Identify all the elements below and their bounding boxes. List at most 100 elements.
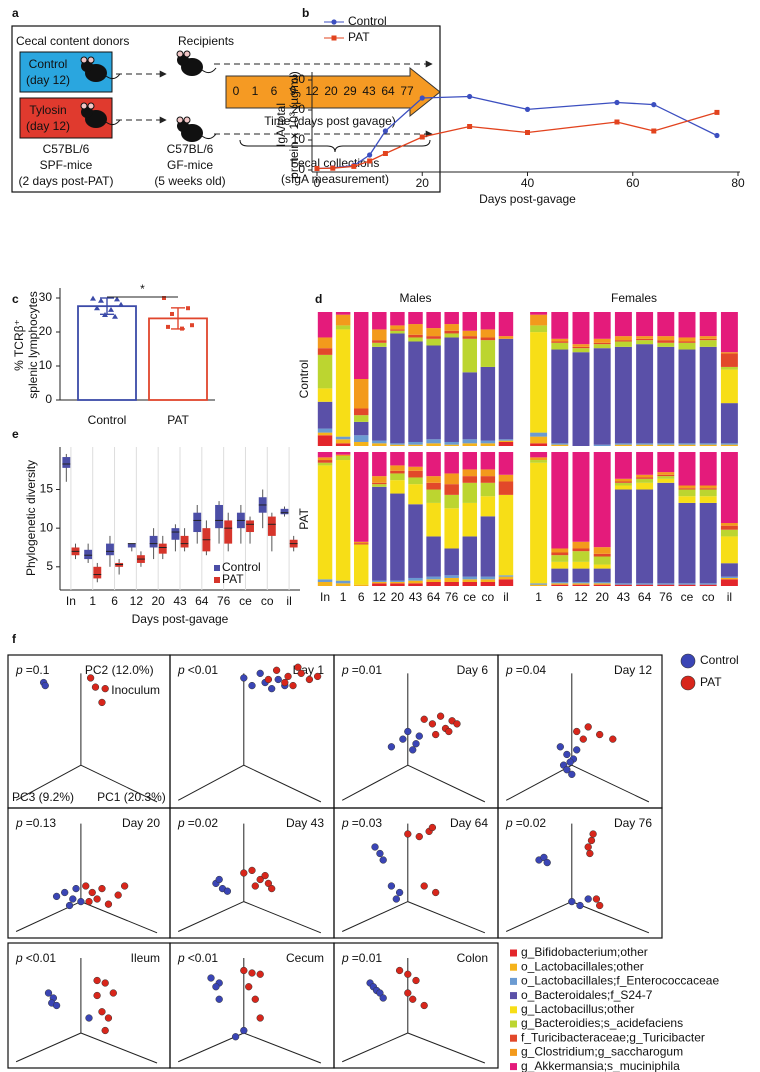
pc-axis bbox=[243, 1032, 322, 1064]
row-label: PAT bbox=[297, 508, 311, 530]
bar-segment bbox=[390, 329, 405, 331]
bar-segment bbox=[353, 379, 369, 409]
bar-segment bbox=[408, 452, 423, 467]
bar-segment bbox=[614, 336, 632, 341]
point bbox=[85, 897, 93, 906]
legend-label: PAT bbox=[700, 675, 722, 689]
bar-segment bbox=[408, 577, 423, 581]
bar-segment bbox=[480, 576, 496, 580]
bar-segment bbox=[408, 341, 423, 442]
point bbox=[436, 712, 445, 720]
y-tick-label: 20 bbox=[292, 102, 306, 116]
point bbox=[367, 158, 373, 164]
point bbox=[86, 674, 95, 682]
point bbox=[525, 130, 530, 135]
bar-segment bbox=[593, 564, 611, 569]
axis-label: PC3 (9.2%) bbox=[12, 790, 74, 804]
bar-segment bbox=[390, 583, 405, 586]
point bbox=[101, 685, 109, 693]
point bbox=[614, 99, 620, 106]
bar-segment bbox=[426, 579, 441, 582]
bar-segment bbox=[390, 452, 405, 466]
point bbox=[556, 743, 564, 751]
bar-segment bbox=[390, 312, 405, 326]
x-tick-label: co bbox=[261, 594, 274, 608]
point bbox=[44, 989, 53, 997]
bar-segment bbox=[657, 474, 675, 477]
point bbox=[566, 758, 574, 766]
point bbox=[404, 727, 412, 736]
p-symbol: p bbox=[341, 816, 349, 830]
bar-segment bbox=[551, 452, 569, 549]
point bbox=[543, 858, 551, 867]
mouse-icon bbox=[80, 56, 121, 82]
bar-segment bbox=[335, 325, 351, 330]
bar-segment bbox=[426, 328, 441, 337]
bar-segment bbox=[498, 474, 514, 482]
p-value: p <0.01 bbox=[177, 663, 218, 677]
bar-segment bbox=[462, 330, 478, 337]
bar-segment bbox=[657, 583, 675, 585]
bar-segment bbox=[480, 452, 496, 470]
bar-segment bbox=[480, 496, 496, 517]
point bbox=[289, 681, 297, 690]
point bbox=[69, 895, 77, 903]
bar-segment bbox=[593, 338, 611, 343]
bar-segment bbox=[636, 489, 654, 584]
p-number: =0.01 bbox=[352, 951, 383, 965]
point bbox=[524, 106, 531, 112]
legend-swatch bbox=[214, 577, 220, 583]
bar-segment bbox=[636, 584, 654, 586]
p-value: p =0.04 bbox=[505, 663, 546, 677]
x-tick-label: 1 bbox=[535, 590, 542, 604]
point bbox=[268, 884, 276, 893]
x-tick-label: 76 bbox=[659, 590, 673, 604]
bar-segment bbox=[444, 312, 459, 325]
point bbox=[592, 895, 601, 903]
bar-segment bbox=[572, 581, 590, 584]
point bbox=[248, 681, 256, 690]
bar-segment bbox=[462, 452, 478, 470]
point bbox=[382, 151, 388, 156]
bar-segment bbox=[317, 312, 333, 338]
bar-segment bbox=[335, 452, 351, 455]
point bbox=[94, 305, 100, 311]
bar-segment bbox=[699, 312, 717, 337]
significance-label: * bbox=[140, 282, 145, 296]
point bbox=[256, 970, 264, 978]
bar-segment bbox=[353, 584, 369, 586]
bar-segment bbox=[551, 583, 569, 585]
bar-segment bbox=[335, 312, 351, 315]
point bbox=[98, 1008, 106, 1016]
bar-segment bbox=[699, 452, 717, 486]
p-value: p =0.1 bbox=[15, 663, 50, 677]
bar-segment bbox=[444, 577, 459, 582]
timeline-day: 9 bbox=[290, 84, 297, 98]
bar-segment bbox=[614, 485, 632, 490]
row-label: Control bbox=[297, 360, 311, 399]
x-tick-label: 20 bbox=[416, 176, 430, 190]
bar-segment bbox=[593, 553, 611, 557]
bar-segment bbox=[390, 493, 405, 581]
bar-segment bbox=[720, 523, 738, 526]
axis-label: PC1 (20.3%) bbox=[97, 790, 166, 804]
column-label: Males bbox=[399, 291, 431, 305]
bar-segment bbox=[462, 469, 478, 477]
timeline-day: 20 bbox=[324, 84, 338, 98]
pc-axis bbox=[177, 901, 245, 932]
bar-segment bbox=[699, 584, 717, 586]
point bbox=[120, 882, 129, 890]
point bbox=[432, 730, 440, 739]
point bbox=[256, 1014, 264, 1022]
point bbox=[190, 323, 194, 328]
point bbox=[118, 301, 124, 307]
diagram-frame bbox=[11, 25, 441, 193]
bar-segment bbox=[462, 536, 478, 577]
bar-segment bbox=[614, 481, 632, 483]
axis-label: PC2 (12.0%) bbox=[85, 663, 154, 677]
subplot-title: Day 20 bbox=[122, 816, 160, 830]
bar-segment bbox=[636, 482, 654, 490]
bar-segment bbox=[335, 436, 351, 440]
x-tick-label: 6 bbox=[556, 590, 563, 604]
